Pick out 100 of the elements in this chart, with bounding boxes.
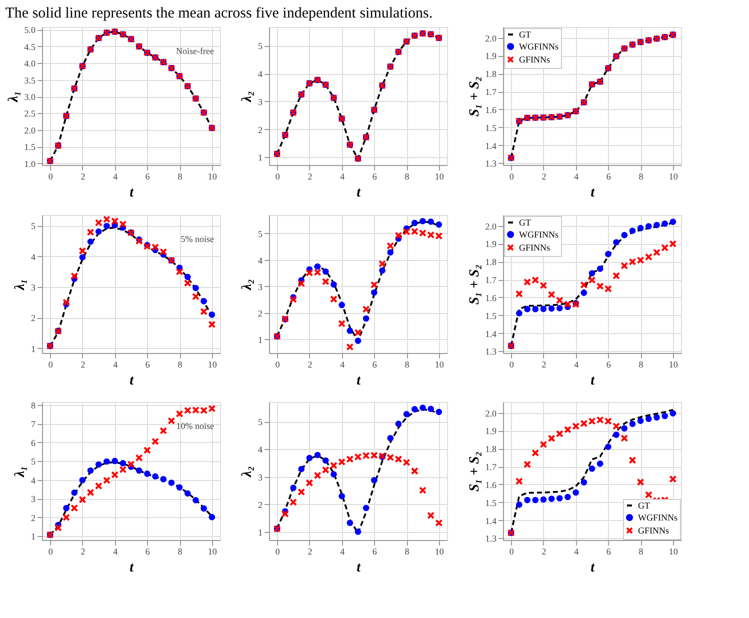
y-tick-label: 4 <box>258 255 263 266</box>
point <box>524 306 530 312</box>
point <box>532 496 539 504</box>
y-tick-label: 4 <box>31 252 36 262</box>
point <box>564 494 571 500</box>
point <box>71 490 78 496</box>
x-tick-label: 0 <box>275 172 280 182</box>
point <box>621 425 628 432</box>
y-tick-label: 1.5 <box>485 310 497 321</box>
x-axis-title: t <box>590 374 596 388</box>
x-tick-label: 8 <box>404 172 410 182</box>
y-tick-label: 1.4 <box>485 516 497 526</box>
x-tick-label: 8 <box>638 360 644 370</box>
point <box>524 496 530 504</box>
point <box>94 218 102 226</box>
y-tick-label: 1.6 <box>485 480 497 490</box>
x-tick-label: 2 <box>542 172 546 182</box>
x-tick-label: 4 <box>340 360 346 370</box>
y-tick-label: 1.5 <box>24 142 36 152</box>
x-tick-label: 8 <box>178 360 183 370</box>
point <box>176 410 184 418</box>
point <box>652 248 660 256</box>
y-tick-label: 1.9 <box>485 426 497 436</box>
x-tick-label: 2 <box>80 360 86 370</box>
x-axis-title: t <box>590 560 596 576</box>
point <box>548 496 555 502</box>
point <box>120 460 126 466</box>
y-tick-label: 1 <box>31 532 36 542</box>
point <box>402 458 410 466</box>
y-tick-label: 2 <box>258 308 262 318</box>
point <box>532 449 540 457</box>
point <box>548 290 556 298</box>
point <box>95 461 102 468</box>
y-tick-label: 3 <box>31 494 36 504</box>
point <box>540 440 548 448</box>
point <box>362 315 370 322</box>
x-tick-label: 6 <box>145 546 150 556</box>
y-axis-title: S₁ + S₂ <box>467 264 482 305</box>
x-tick-label: 6 <box>606 546 612 556</box>
point <box>330 281 337 288</box>
point <box>605 250 612 258</box>
y-tick-label: 2.0 <box>485 221 497 232</box>
x-tick-label: 2 <box>308 360 312 370</box>
point <box>95 228 102 235</box>
point <box>370 281 378 289</box>
point <box>524 460 532 468</box>
point <box>160 426 168 434</box>
point <box>556 430 564 438</box>
x-tick-label: 8 <box>178 172 183 182</box>
y-tick-label: 2.0 <box>485 33 497 44</box>
point <box>290 296 298 304</box>
x-tick-label: 10 <box>208 546 218 556</box>
point <box>379 267 386 274</box>
y-tick-label: 1.4 <box>485 328 497 339</box>
point <box>596 460 604 467</box>
x-tick-label: 2 <box>542 546 546 556</box>
x-tick-label: 10 <box>208 172 218 182</box>
point <box>662 412 668 420</box>
point <box>338 302 345 308</box>
y-axis-title: λ₁ <box>13 278 28 292</box>
x-tick-label: 8 <box>638 172 644 182</box>
x-tick-label: 0 <box>509 546 514 556</box>
point <box>572 489 579 496</box>
point <box>411 406 418 412</box>
point <box>136 467 142 474</box>
point <box>152 473 158 480</box>
point <box>596 266 604 272</box>
legend-label: WGFINNs <box>519 230 559 240</box>
point <box>346 328 354 334</box>
x-axis-title: t <box>130 560 135 576</box>
point <box>62 298 70 306</box>
legend-label: GFINNs <box>519 54 550 64</box>
y-tick-label: 1 <box>258 334 262 345</box>
x-axis-title: t <box>356 374 362 388</box>
y-tick-label: 1 <box>258 527 262 538</box>
y-tick-label: 2.5 <box>24 108 36 119</box>
point <box>314 472 322 480</box>
point <box>298 488 306 496</box>
point <box>411 220 418 226</box>
y-tick-label: 1.5 <box>485 498 497 508</box>
point <box>548 305 555 312</box>
point <box>94 482 102 490</box>
x-tick-label: 4 <box>113 172 118 182</box>
point <box>104 458 110 465</box>
x-axis-title: t <box>130 374 135 388</box>
point <box>70 504 78 512</box>
legend-label: GT <box>519 30 532 40</box>
y-tick-label: 1.8 <box>485 257 497 268</box>
annotation: Noise-free <box>176 46 214 56</box>
point <box>160 248 168 256</box>
y-tick-label: 4 <box>258 69 263 80</box>
point <box>386 242 394 250</box>
x-tick-label: 6 <box>606 172 612 182</box>
y-tick-label: 1.7 <box>485 462 497 472</box>
point <box>564 426 572 434</box>
point <box>516 310 522 316</box>
point <box>144 470 150 477</box>
y-tick-label: 1.8 <box>485 69 497 80</box>
point <box>79 254 86 260</box>
annotation: 5% noise <box>180 234 214 244</box>
